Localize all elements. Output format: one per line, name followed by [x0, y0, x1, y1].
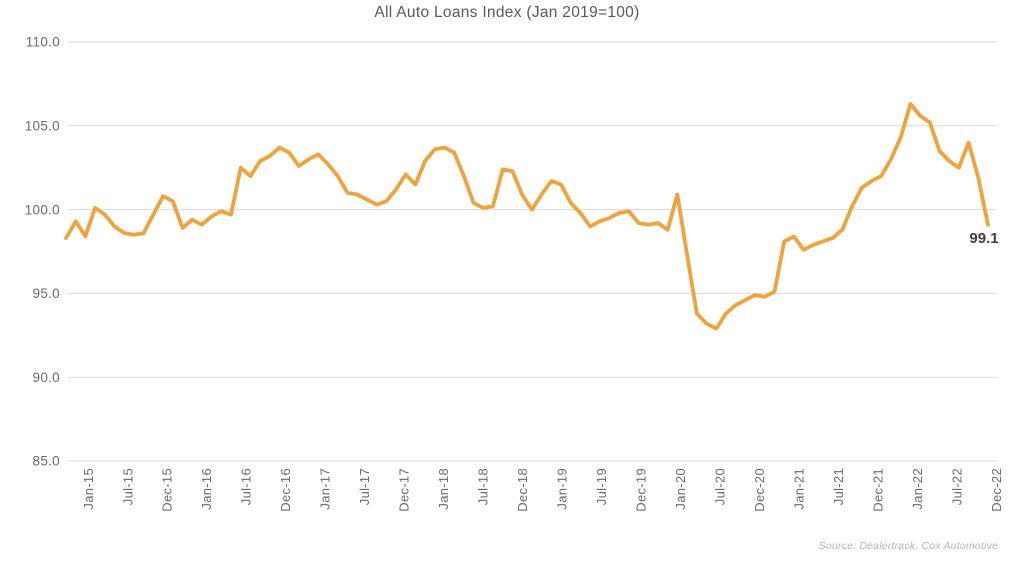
index-line	[64, 102, 990, 331]
x-axis-tick-label: Jul-22	[949, 468, 964, 505]
x-axis-tick-label: Jul-19	[594, 468, 609, 505]
x-axis-tick-label: Jan-18	[436, 468, 451, 510]
x-axis-tick-label: Jan-19	[555, 468, 570, 510]
y-axis-tick-label: 90.0	[33, 370, 60, 385]
x-axis-tick-label: Dec-17	[397, 468, 412, 512]
x-axis-tick-label: Dec-15	[160, 468, 175, 512]
y-axis-tick-label: 85.0	[33, 454, 60, 469]
y-axis-tick-label: 100.0	[25, 202, 60, 217]
x-axis-tick-label: Jan-17	[318, 468, 333, 510]
x-axis-tick-label: Dec-19	[633, 468, 648, 512]
x-axis-tick-label: Jul-20	[712, 468, 727, 505]
y-axis-tick-label: 105.0	[25, 119, 60, 134]
last-value-label: 99.1	[969, 230, 999, 247]
x-axis-tick-label: Jan-21	[791, 468, 806, 510]
x-axis-tick-label: Dec-22	[989, 468, 1004, 512]
y-axis-tick-label: 110.0	[26, 35, 60, 50]
x-axis-tick-label: Jul-16	[239, 468, 254, 505]
chart-title: All Auto Loans Index (Jan 2019=100)	[374, 4, 640, 21]
x-axis-tick-label: Dec-18	[515, 468, 530, 512]
x-axis-tick-label: Jan-15	[81, 468, 96, 510]
x-axis-tick-label: Dec-16	[278, 468, 293, 512]
x-axis-tick-label: Dec-21	[870, 468, 885, 512]
x-axis-tick-label: Jul-21	[831, 468, 846, 505]
x-axis-tick-label: Jan-20	[673, 468, 688, 510]
y-axis-tick-label: 95.0	[33, 286, 60, 301]
x-axis-tick-label: Jul-18	[476, 468, 491, 505]
x-axis-tick-label: Jul-17	[357, 468, 372, 505]
x-axis-tick-label: Dec-20	[752, 468, 767, 512]
x-axis-tick-label: Jan-22	[910, 468, 925, 510]
x-axis-tick-label: Jul-15	[120, 468, 135, 505]
source-note: Source: Dealertrack, Cox Automotive	[818, 540, 998, 552]
x-axis-tick-label: Jan-16	[199, 468, 214, 510]
